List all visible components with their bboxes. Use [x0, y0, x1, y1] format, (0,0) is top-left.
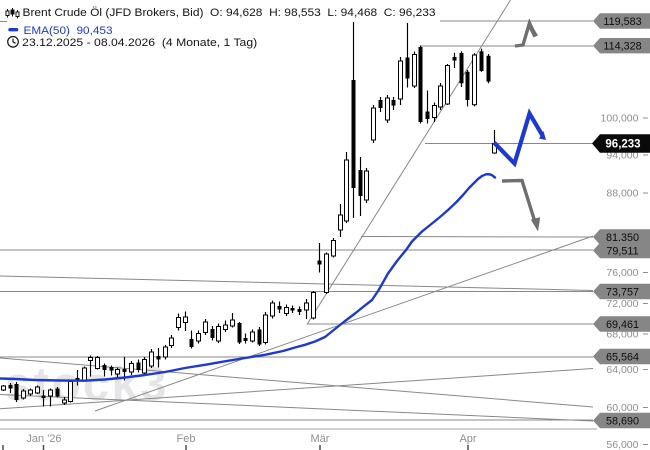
- svg-text:EMA(50) 90,453: EMA(50) 90,453: [24, 25, 113, 37]
- svg-text:79,511: 79,511: [606, 245, 638, 257]
- svg-text:65,564: 65,564: [606, 351, 639, 363]
- svg-text:96,233: 96,233: [605, 139, 640, 151]
- svg-text:23.12.2025 - 08.04.2026 (4 Mo: 23.12.2025 - 08.04.2026 (4 Monate, 1 Tag…: [22, 37, 257, 49]
- svg-text:Feb: Feb: [177, 433, 196, 445]
- svg-text:81.350: 81.350: [606, 232, 639, 244]
- svg-text:Mär: Mär: [311, 433, 330, 445]
- svg-text:Brent Crude Öl (JFD Brokers, B: Brent Crude Öl (JFD Brokers, Bid) O: 94,…: [23, 7, 436, 19]
- svg-text:60,000: 60,000: [606, 402, 638, 414]
- svg-text:119,583: 119,583: [603, 16, 641, 28]
- svg-text:58,690: 58,690: [606, 415, 639, 427]
- svg-text:64,000: 64,000: [606, 364, 638, 376]
- svg-text:56,000: 56,000: [606, 439, 638, 450]
- svg-text:Jan '26: Jan '26: [26, 433, 61, 445]
- svg-text:72,000: 72,000: [606, 298, 638, 310]
- svg-text:114,328: 114,328: [603, 41, 641, 53]
- svg-text:73,757: 73,757: [606, 286, 639, 298]
- svg-text:100,000: 100,000: [601, 113, 639, 125]
- svg-text:76,000: 76,000: [606, 267, 638, 279]
- svg-text:88,000: 88,000: [606, 188, 638, 200]
- svg-text:Apr: Apr: [459, 433, 476, 445]
- svg-text:69,461: 69,461: [606, 319, 639, 331]
